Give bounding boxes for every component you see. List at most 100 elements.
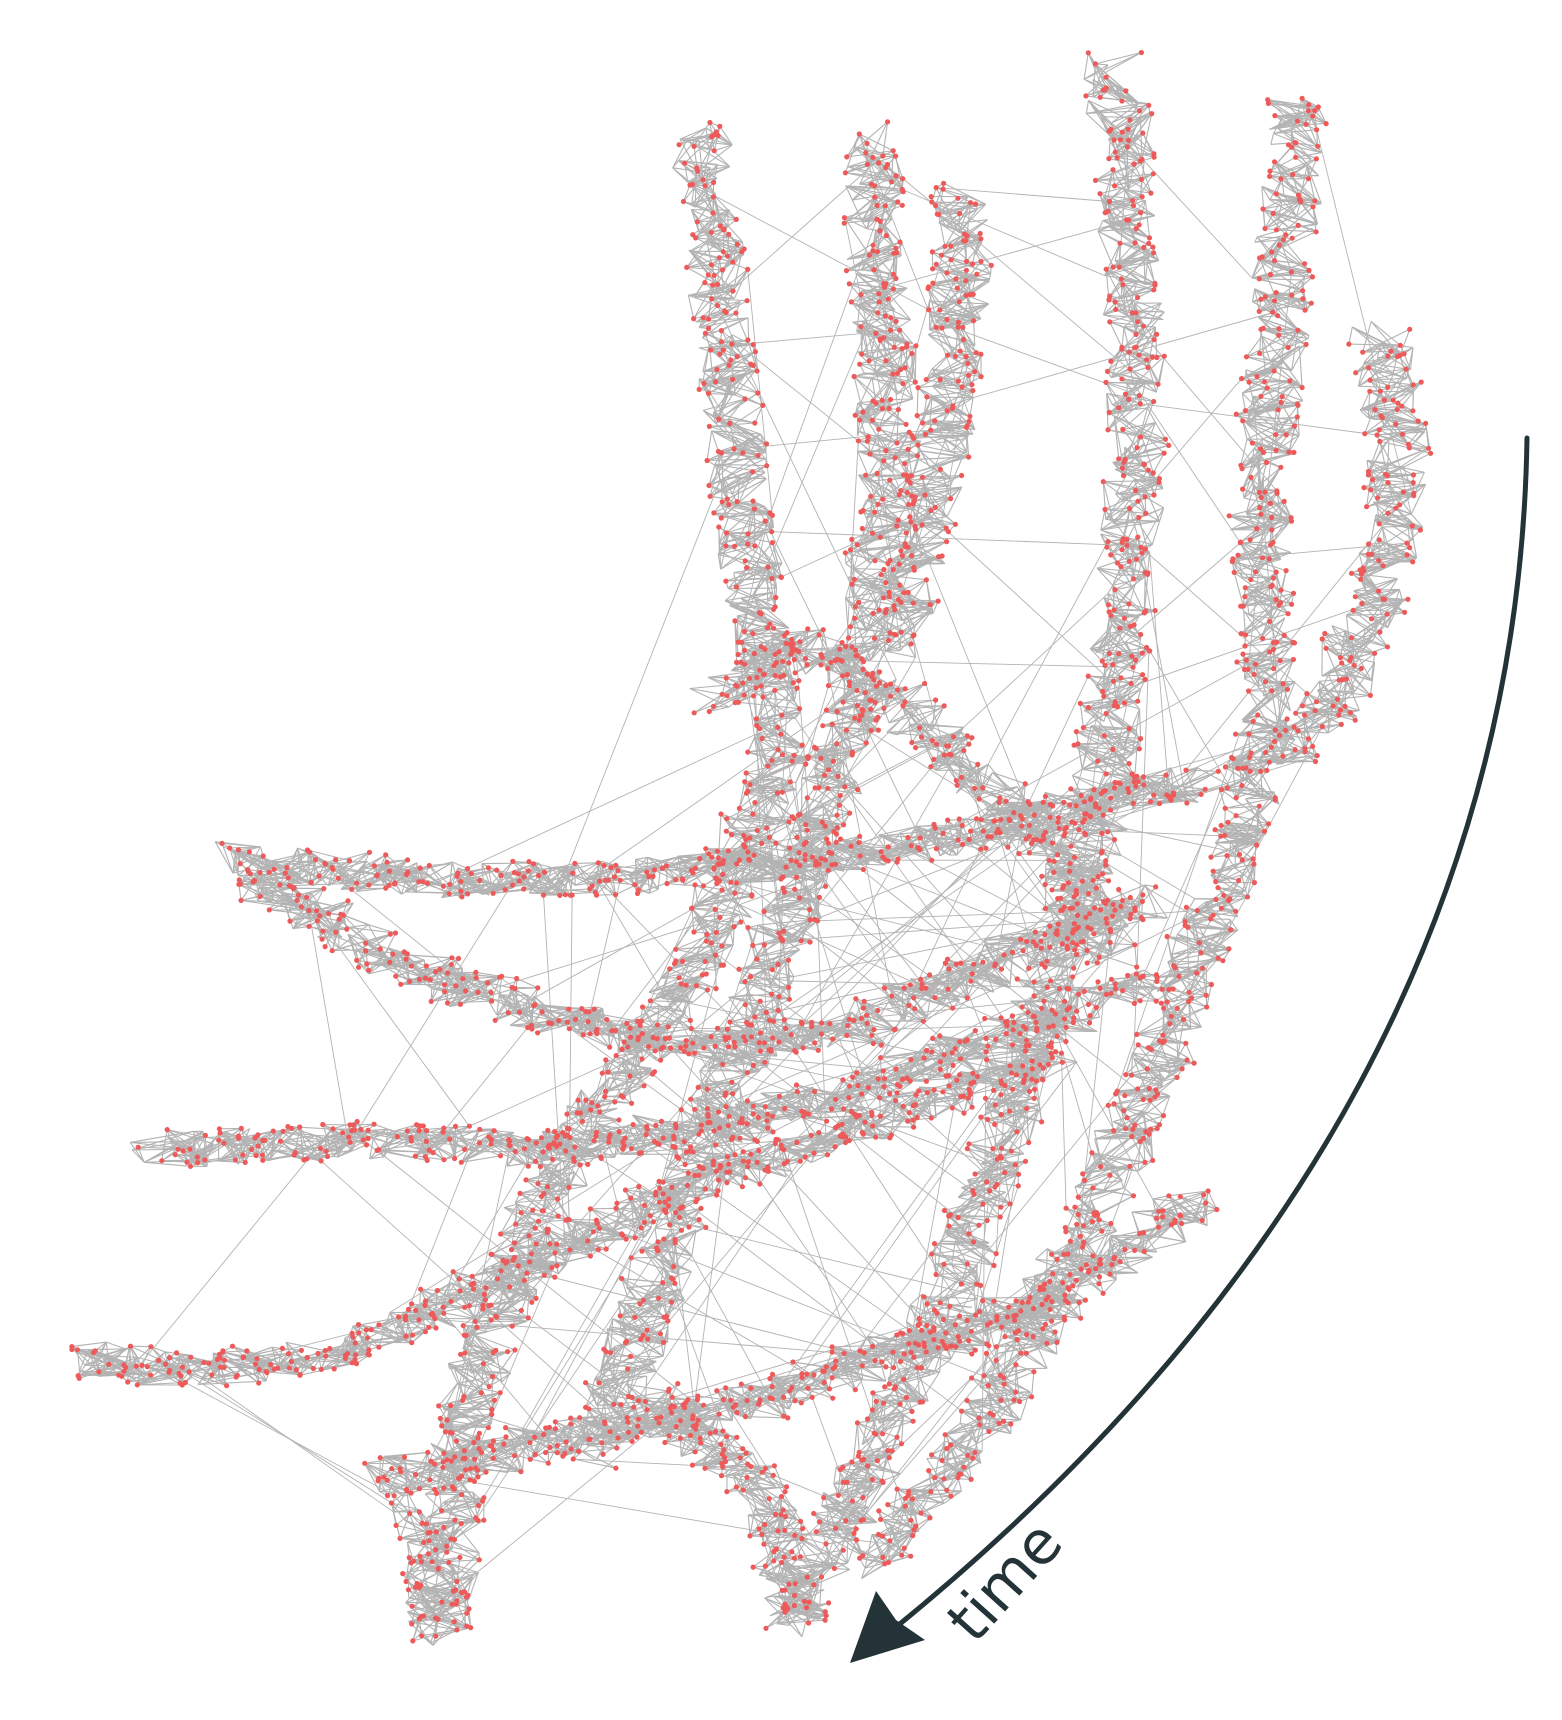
graph-edge (672, 167, 698, 172)
graph-edge (713, 512, 774, 529)
graph-edge (696, 195, 715, 223)
graph-edge (734, 370, 756, 396)
graph-edge (794, 711, 802, 719)
graph-edge (726, 508, 755, 534)
graph-edge (714, 463, 767, 467)
graph-edge (729, 422, 761, 435)
graph-edge (728, 471, 754, 505)
graph-edge (717, 554, 722, 570)
graph-edges (71, 51, 1432, 1646)
graph-edge (720, 531, 767, 570)
graph-edge (727, 567, 748, 589)
graph-edge (711, 430, 759, 456)
graph-edge (713, 512, 772, 533)
graph-edge (733, 251, 743, 291)
graph-edge (747, 501, 754, 534)
graph-edge (720, 481, 728, 500)
graph-edge (733, 269, 749, 299)
graph-edge (713, 398, 746, 414)
graph-edge (744, 374, 759, 394)
graph-edge (747, 439, 766, 459)
graph-edge (735, 269, 749, 286)
graph-edge (853, 568, 885, 571)
graph-edge (773, 567, 776, 607)
graph-edge (715, 212, 743, 243)
graph-edge (756, 713, 776, 722)
graph-edge (885, 650, 916, 658)
graph-edge (712, 196, 721, 227)
graph-edge (719, 125, 733, 146)
graph-edge (757, 545, 782, 578)
graph-edge (744, 398, 763, 406)
graph-edge (740, 591, 773, 600)
graph-edge (774, 690, 776, 715)
graph-edge (916, 387, 919, 416)
graph-edge (745, 560, 783, 564)
graph-edge (746, 609, 771, 625)
graph-edge (698, 212, 717, 234)
graph-edge (722, 858, 750, 879)
graph-edge (729, 605, 771, 625)
graph-edge (721, 471, 753, 483)
graph-edge (728, 512, 770, 518)
graph-edge (730, 827, 748, 829)
graph-edge (717, 301, 741, 307)
graph-edge (729, 591, 773, 607)
graph-edge (732, 378, 759, 394)
graph-edge (726, 818, 776, 825)
graph-edge (777, 727, 800, 753)
graph-edge (726, 520, 766, 534)
graph-edge (746, 756, 808, 774)
graph-edge (973, 320, 976, 346)
graph-edge (747, 777, 782, 792)
graph-edge (727, 418, 767, 445)
graph-edge (720, 813, 767, 829)
graph-edge (735, 438, 749, 449)
graph-edge (709, 477, 725, 497)
graph-edge (687, 295, 695, 319)
graph-edge (712, 284, 733, 309)
graph-edge (772, 711, 802, 736)
graph-edge (767, 592, 774, 602)
graph-edge (689, 233, 729, 252)
graph-edge (678, 1271, 692, 1276)
graph-edge (711, 298, 748, 302)
graph-edge (723, 284, 737, 293)
graph-edge (706, 452, 743, 462)
graph-edge (699, 378, 758, 394)
graph-edge (715, 896, 719, 933)
graph-edge (714, 144, 733, 152)
graph-edge (747, 749, 779, 753)
graph-edge (720, 251, 743, 291)
graph-edge (747, 751, 773, 761)
graph-edge (713, 164, 718, 183)
graph-edge (702, 364, 754, 372)
graph-edge (752, 578, 766, 596)
graph-edge (728, 364, 758, 372)
graph-edge (1085, 100, 1090, 114)
graph-edge (763, 754, 783, 777)
graph-edge (693, 284, 714, 319)
graph-edge (696, 312, 737, 323)
graph-edge (703, 311, 727, 319)
graph-edge (734, 620, 754, 634)
graph-edge (703, 383, 725, 416)
graph-edge (752, 785, 767, 815)
graph-edge (738, 588, 776, 608)
graph-edge (684, 134, 714, 164)
graph-edge (717, 257, 720, 285)
graph-edge (738, 781, 746, 809)
graph-edge (718, 891, 744, 897)
graph-edge (688, 290, 734, 296)
graph-edge (1144, 200, 1151, 238)
graph-edge (724, 398, 746, 416)
graph-edge (795, 756, 809, 783)
graph-edge (686, 240, 708, 268)
graph-edge (969, 397, 974, 417)
graph-edge (931, 201, 971, 204)
graph-edge (853, 579, 855, 598)
graph-edge (719, 902, 752, 919)
graph-edge (718, 526, 720, 552)
graph-edge (737, 615, 744, 622)
graph-edge (747, 737, 756, 753)
